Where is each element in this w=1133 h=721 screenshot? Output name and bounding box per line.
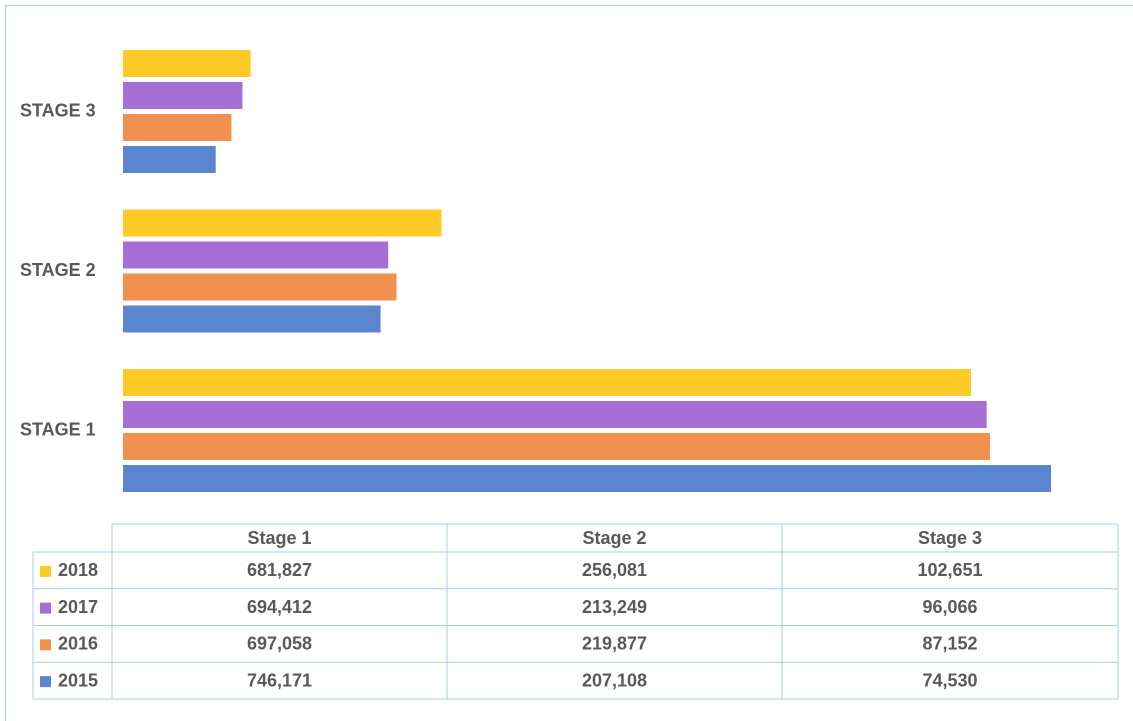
table-header: Stage 2 — [582, 528, 646, 548]
table-header: Stage 3 — [918, 528, 982, 548]
table-cell: 681,827 — [247, 560, 312, 580]
table-cell: 102,651 — [917, 560, 982, 580]
bar — [123, 82, 243, 109]
legend-swatch — [40, 565, 51, 577]
bar — [123, 114, 232, 141]
bar — [123, 465, 1052, 492]
bar — [123, 209, 442, 237]
chart-border — [5, 5, 1133, 721]
table-cell: 746,171 — [247, 670, 312, 690]
y-tick-label: STAGE 1 — [20, 419, 96, 439]
table-cell: 74,530 — [922, 670, 977, 690]
bar — [123, 273, 397, 301]
table-cell: 256,081 — [582, 560, 647, 580]
table-header: Stage 1 — [247, 528, 311, 548]
legend-label: 2018 — [58, 560, 98, 580]
table-cell: 87,152 — [922, 634, 977, 654]
legend-swatch — [40, 602, 51, 614]
legend-swatch — [40, 676, 51, 688]
table-cell: 697,058 — [247, 634, 312, 654]
bar — [123, 146, 216, 173]
legend-label: 2015 — [58, 670, 98, 690]
table-cell: 96,066 — [922, 597, 977, 617]
table-cell: 207,108 — [582, 670, 647, 690]
legend-label: 2016 — [58, 634, 98, 654]
bar — [123, 369, 972, 396]
y-tick-label: STAGE 3 — [20, 100, 96, 120]
bar — [123, 433, 990, 460]
legend-label: 2017 — [58, 597, 98, 617]
bar — [123, 305, 381, 333]
table-cell: 213,249 — [582, 597, 647, 617]
legend-swatch — [40, 639, 51, 651]
bar — [123, 241, 389, 269]
table-cell: 694,412 — [247, 597, 312, 617]
y-tick-label: STAGE 2 — [20, 260, 96, 280]
bar — [123, 50, 251, 77]
table-cell: 219,877 — [582, 634, 647, 654]
bar — [123, 401, 987, 428]
